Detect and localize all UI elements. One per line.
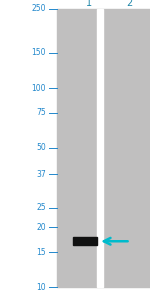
Text: 20: 20 (36, 223, 46, 232)
Text: 10: 10 (36, 283, 46, 292)
Text: 100: 100 (31, 84, 46, 93)
Text: 1: 1 (86, 0, 92, 8)
Bar (98, 9, 103, 287)
Text: 15: 15 (36, 248, 46, 257)
Bar (73, 237, 97, 245)
Text: 150: 150 (31, 48, 46, 57)
Text: 37: 37 (36, 170, 46, 178)
Text: 75: 75 (36, 108, 46, 117)
Text: 25: 25 (36, 203, 46, 212)
Text: 50: 50 (36, 144, 46, 152)
Text: 250: 250 (31, 4, 46, 13)
Bar (57, 9, 150, 287)
Text: 2: 2 (127, 0, 133, 8)
